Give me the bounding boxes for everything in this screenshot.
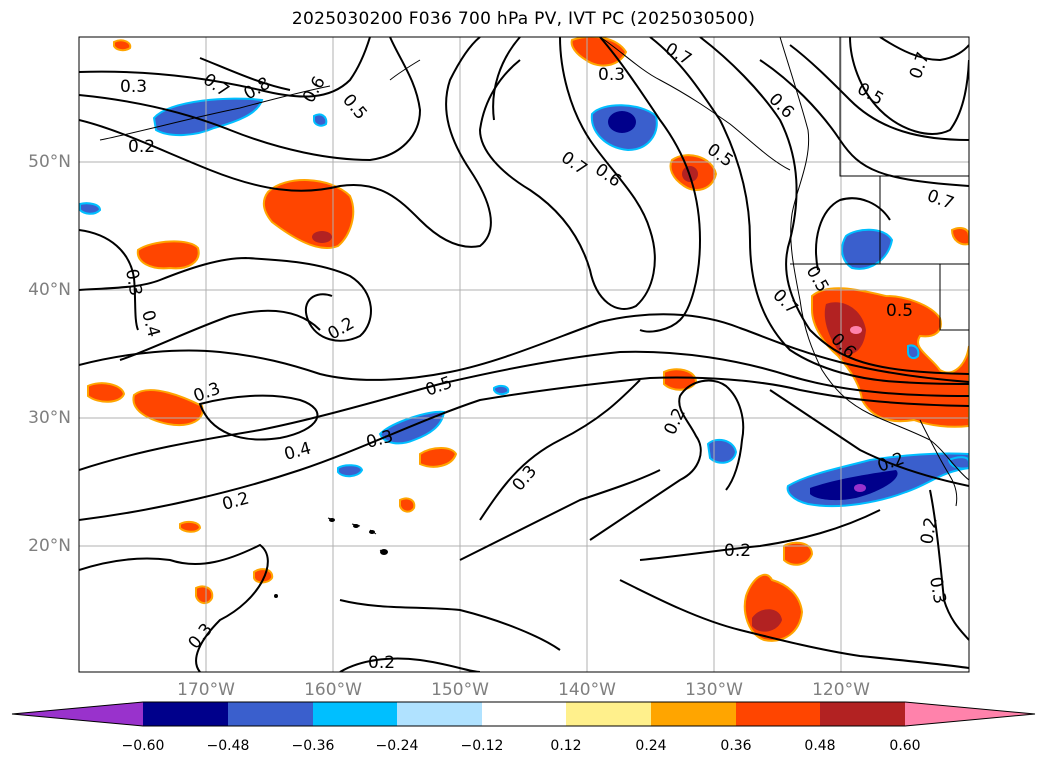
colorbar-tick-label: −0.60 <box>121 738 165 754</box>
contour-label: 0.6 <box>764 89 797 122</box>
colorbar-segment <box>313 702 397 726</box>
contour-label: 0.2 <box>724 541 751 561</box>
colorbar-segment <box>566 702 651 726</box>
lat-label: 30°N <box>28 408 71 428</box>
lon-label: 160°W <box>304 680 362 700</box>
colorbar-segment <box>820 702 905 726</box>
contour-label: 0.4 <box>282 439 313 465</box>
contour-label: 0.3 <box>598 65 625 85</box>
contour-label: 0.2 <box>368 653 395 673</box>
contour-label: 0.5 <box>338 90 371 124</box>
lon-label: 140°W <box>558 680 616 700</box>
ivt-contours <box>79 37 969 672</box>
colorbar-segment <box>736 702 820 726</box>
colorbar-segment <box>143 702 228 726</box>
contour-label: 0.3 <box>364 427 395 453</box>
pv-shading-positive <box>87 37 969 642</box>
contour-label: 0.2 <box>917 516 941 546</box>
contour-label: 0.4 <box>137 308 163 339</box>
colorbar-extend-max <box>905 702 1035 726</box>
contour-label: 0.7 <box>557 148 591 180</box>
colorbar-segment <box>482 702 566 726</box>
colorbar-segment <box>228 702 313 726</box>
contour-label: 0.2 <box>660 405 690 438</box>
map-frame <box>78 36 970 673</box>
contour-label: 0.3 <box>120 77 147 97</box>
lat-label: 50°N <box>28 152 71 172</box>
contour-label: 0.7 <box>924 186 956 214</box>
lat-label: 40°N <box>28 280 71 300</box>
hawaii-islands <box>274 518 388 598</box>
colorbar-tick-label: 0.60 <box>889 738 921 754</box>
colorbar-tick-label: −0.12 <box>460 738 504 754</box>
colorbar-segment <box>397 702 482 726</box>
lon-label: 170°W <box>177 680 235 700</box>
lon-label: 150°W <box>431 680 489 700</box>
lat-label: 20°N <box>28 536 71 556</box>
contour-label: 0.7 <box>662 39 695 70</box>
colorbar-tick-label: 0.36 <box>720 738 752 754</box>
colorbar <box>11 701 1036 727</box>
contour-label: 0.5 <box>886 301 913 321</box>
colorbar-tick-label: −0.48 <box>206 738 250 754</box>
contour-label: 0.7 <box>199 70 233 102</box>
colorbar-tick-label: −0.24 <box>375 738 419 754</box>
map-title: 2025030200 F036 700 hPa PV, IVT PC (2025… <box>291 9 756 29</box>
contour-label: 0.6 <box>591 160 625 192</box>
contour-label: 0.3 <box>925 575 949 605</box>
colorbar-extend-min <box>12 702 143 726</box>
contour-label: 0.2 <box>128 137 155 157</box>
colorbar-segment <box>651 702 736 726</box>
contour-label: 0.3 <box>185 620 218 654</box>
contour-label: 0.3 <box>121 267 145 297</box>
lon-label: 130°W <box>685 680 743 700</box>
contour-label: 0.3 <box>191 379 223 407</box>
colorbar-tick-label: 0.12 <box>550 738 582 754</box>
lon-label: 120°W <box>812 680 870 700</box>
colorbar-tick-label: −0.36 <box>291 738 335 754</box>
colorbar-tick-label: 0.24 <box>635 738 667 754</box>
contour-label: 0.5 <box>854 79 887 110</box>
coastlines <box>99 37 969 555</box>
contour-label: 0.6 <box>299 73 330 106</box>
contour-label: 0.3 <box>509 462 542 496</box>
colorbar-tick-label: 0.48 <box>804 738 836 754</box>
